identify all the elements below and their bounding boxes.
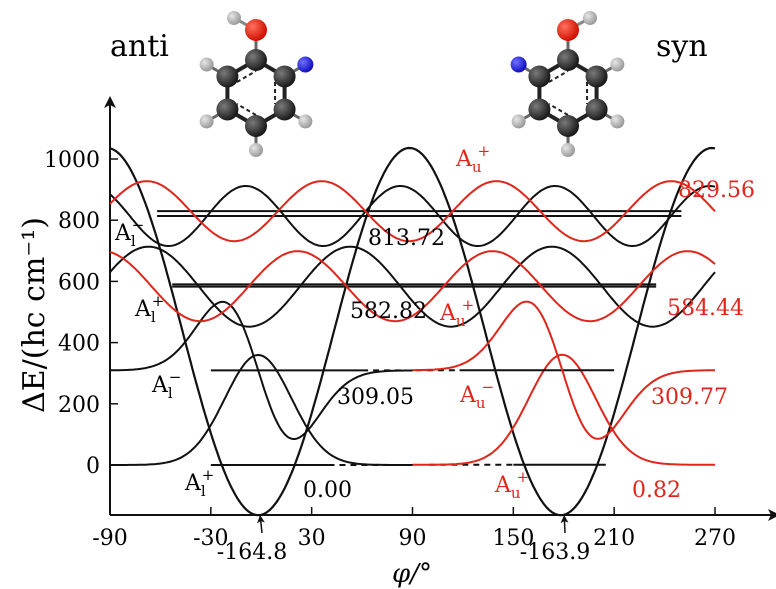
- y-tick-label: 800: [58, 209, 100, 234]
- curves: [109, 146, 716, 517]
- hydrogen-atom: [610, 114, 625, 129]
- carbon-atom: [585, 65, 608, 88]
- y-tick-label: 200: [58, 393, 100, 418]
- carbon-atom: [528, 98, 551, 121]
- hydrogen-atom: [610, 57, 625, 72]
- bond: [236, 103, 257, 116]
- hydrogen-atom: [561, 143, 575, 157]
- syn-wavefunction: [412, 353, 715, 466]
- carbon-atom: [273, 65, 296, 88]
- hydrogen-atom: [298, 114, 313, 129]
- x-tick-label: 150: [492, 526, 534, 551]
- x-tick-label: 30: [298, 526, 326, 551]
- anti-wavefunction: [110, 300, 413, 440]
- oxygen-atom: [557, 19, 579, 41]
- state-symmetry-label: Au−: [459, 378, 494, 412]
- syn-wavefunction: [109, 180, 716, 243]
- y-axis-label: ΔE/(hc cm⁻¹): [17, 217, 52, 413]
- nitrogen-atom: [297, 56, 314, 73]
- bond: [548, 103, 569, 116]
- y-tick-label: 600: [58, 270, 100, 295]
- minimum-arrow: [256, 515, 265, 534]
- x-axis-label: φ/°: [392, 559, 432, 589]
- y-ticks: 0 200 400 600 800 1000: [44, 148, 118, 479]
- anti-molecule-image: [199, 11, 314, 157]
- state-symmetry-label: Au+: [439, 296, 474, 330]
- anti-label: anti: [110, 29, 169, 64]
- carbon-atom: [216, 65, 239, 88]
- energy-value-label: 582.82: [350, 299, 427, 324]
- energy-value-label: 309.05: [337, 385, 414, 410]
- carbon-atom: [585, 98, 608, 121]
- energy-value-label: 0.00: [303, 478, 352, 503]
- state-symmetry-label: Al+: [134, 292, 164, 326]
- anti-wavefunction: [109, 245, 716, 328]
- potential-curve: [109, 146, 716, 517]
- syn-molecule-image: [510, 11, 625, 157]
- y-tick-label: 0: [86, 454, 100, 479]
- x-tick-label: -90: [92, 526, 127, 551]
- carbon-atom: [245, 49, 267, 71]
- carbon-atom: [216, 98, 239, 121]
- carbon-atom: [528, 65, 551, 88]
- minimum-arrow: [560, 515, 569, 534]
- labels: Al+ Al− Al+ Al− Au+ Au− Au+ Au+ 0.00 309.05 582.82…: [114, 142, 755, 565]
- state-symmetry-label: Al−: [114, 216, 144, 250]
- oxygen-atom: [245, 19, 267, 41]
- y-tick-label: 400: [58, 332, 100, 357]
- energy-value-label: 309.77: [651, 385, 728, 410]
- x-ticks: -90 -30 30 90 150 210 270: [92, 507, 736, 551]
- state-symmetry-label: Au+: [455, 142, 490, 176]
- nitrogen-atom: [510, 56, 527, 73]
- state-symmetry-label: Al−: [151, 368, 181, 402]
- hydrogen-atom: [511, 114, 526, 129]
- hydrogen-atom: [199, 114, 214, 129]
- energy-value-label: 813.72: [368, 226, 445, 251]
- x-tick-label: -30: [193, 526, 228, 551]
- syn-wavefunction: [412, 300, 715, 440]
- state-symmetry-label: Au+: [494, 468, 529, 502]
- axes: -90 -30 30 90 150 210 270 0 200 400 600 800 1000: [44, 96, 776, 551]
- hydrogen-atom: [199, 57, 214, 72]
- syn-wavefunction: [109, 250, 716, 323]
- energy-value-label: 584.44: [667, 296, 744, 321]
- y-tick-label: 1000: [44, 148, 100, 173]
- state-symmetry-label: Al+: [184, 466, 214, 500]
- hydrogen-atom: [227, 11, 241, 25]
- x-tick-label: 270: [694, 526, 736, 551]
- energy-value-label: 0.82: [632, 478, 681, 503]
- carbon-atom: [557, 115, 579, 137]
- hydrogen-atom: [249, 143, 263, 157]
- energy-value-label: 829.56: [678, 178, 755, 203]
- carbon-atom: [245, 115, 267, 137]
- minimum-label: -163.9: [520, 540, 590, 565]
- bond: [236, 70, 257, 83]
- x-tick-label: 210: [593, 526, 635, 551]
- minimum-label: -164.8: [217, 540, 287, 565]
- anti-wavefunction: [109, 185, 716, 247]
- carbon-atom: [273, 98, 296, 121]
- bond: [548, 70, 569, 83]
- hydrogen-atom: [583, 11, 597, 25]
- syn-label: syn: [656, 29, 708, 64]
- x-tick-label: 90: [399, 526, 427, 551]
- carbon-atom: [557, 49, 579, 71]
- anti-wavefunction: [110, 353, 413, 466]
